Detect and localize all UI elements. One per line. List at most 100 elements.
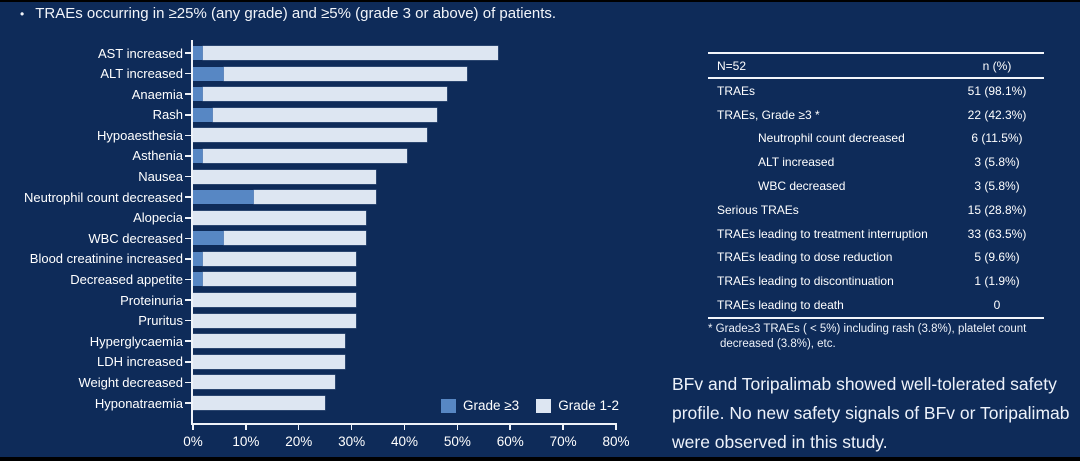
y-axis-tick: [185, 381, 192, 384]
slide-title-text: TRAEs occurring in ≥25% (any grade) and …: [35, 5, 557, 22]
category-label: Decreased appetite: [70, 271, 183, 287]
bar-grade3-segment: [193, 272, 203, 287]
bar-grade3-segment: [193, 190, 254, 205]
x-axis-tick-label: 0%: [183, 434, 203, 449]
category-label: Weight decreased: [78, 374, 183, 390]
bar-grade3-segment: [193, 148, 203, 163]
x-axis-tick: [509, 424, 511, 430]
legend-swatch-grade12: [536, 398, 552, 413]
bar-grade12-segment: [193, 375, 336, 390]
table-row-label: TRAEs leading to discontinuation: [717, 274, 894, 289]
category-label: Neutrophil count decreased: [24, 189, 183, 205]
x-axis-tick: [403, 424, 406, 430]
table-row: TRAEs leading to death 0: [708, 293, 1044, 317]
bar-grade12-segment: [203, 87, 448, 102]
legend-swatch-grade3: [441, 398, 456, 413]
conclusion-text: BFv and Toripalimab showed well-tolerate…: [672, 374, 1070, 452]
bar-grade12-segment: [203, 272, 356, 287]
table-footnote: * Grade≥3 TRAEs ( < 5%) including rash (…: [708, 323, 1027, 350]
y-axis-tick: [185, 113, 192, 116]
y-axis-tick: [185, 196, 192, 198]
category-label: AST increased: [97, 45, 183, 61]
category-label: LDH increased: [97, 354, 183, 370]
category-label: Hyperglycaemia: [89, 333, 183, 349]
x-axis-tick-label: 10%: [232, 434, 260, 449]
x-axis-tick-label: 40%: [390, 434, 419, 449]
table-row-value: 1 (1.9%): [974, 274, 1020, 289]
table-header-n: N=52: [717, 58, 747, 73]
y-axis-tick: [185, 93, 192, 95]
table-row-label: TRAEs leading to treatment interruption: [717, 226, 928, 241]
table-row-label: TRAEs: [717, 83, 756, 98]
bar-grade12-segment: [193, 293, 356, 308]
category-label: Proteinuria: [120, 292, 183, 308]
bar-grade12-segment: [203, 251, 356, 266]
table-row: TRAEs leading to dose reduction 5 (9.6%): [708, 246, 1044, 270]
bar-grade3-segment: [193, 46, 203, 60]
table-row-label: TRAEs leading to dose reduction: [717, 250, 893, 265]
y-axis-tick: [185, 278, 192, 281]
x-axis-tick-label: 60%: [496, 434, 524, 449]
x-axis-tick-label: 80%: [602, 434, 630, 449]
table-row-label: ALT increased: [758, 155, 835, 170]
bar-grade3-segment: [193, 251, 203, 266]
category-label: Pruritus: [138, 313, 183, 329]
table-body: TRAEs 51 (98.1%) TRAEs, Grade ≥3 * 22 (42.3…: [708, 79, 1044, 319]
y-axis-tick: [185, 216, 192, 219]
legend-label-grade12: Grade 1-2: [558, 398, 619, 413]
bar-grade12-segment: [203, 46, 498, 60]
table-row: Serious TRAEs 15 (28.8%): [708, 198, 1044, 222]
y-axis-tick: [185, 175, 192, 178]
table-row: WBC decreased 3 (5.8%): [708, 174, 1044, 198]
x-axis-tick: [562, 424, 564, 430]
trae-summary-table: N=52 n (%) TRAEs 51 (98.1%) TRAEs, Grade ≥…: [708, 52, 1044, 319]
table-row-value: 51 (98.1%): [967, 83, 1027, 98]
x-axis-tick: [456, 424, 459, 430]
bar-grade12-segment: [203, 148, 407, 163]
slide-title: • TRAEs occurring in ≥25% (any grade) an…: [20, 4, 556, 24]
bar-grade12-segment: [253, 190, 376, 205]
bar-grade12-segment: [223, 66, 468, 81]
table-row-value: 5 (9.6%): [974, 250, 1020, 265]
bar-grade12-segment: [223, 231, 366, 246]
y-axis-line: [191, 40, 193, 425]
table-row-value: 3 (5.8%): [974, 155, 1020, 170]
table-row-label: Neutrophil count decreased: [758, 131, 905, 146]
y-axis-tick: [185, 52, 192, 54]
bar-grade12-segment: [193, 313, 356, 328]
y-axis-tick: [185, 340, 192, 343]
y-axis-tick: [185, 402, 192, 404]
category-label: Rash: [152, 107, 183, 123]
x-axis-tick: [350, 424, 353, 430]
table-row-value: 22 (42.3%): [967, 107, 1027, 122]
y-axis-tick: [185, 299, 192, 301]
bar-grade12-segment: [193, 396, 326, 411]
x-axis-tick: [245, 424, 247, 430]
table-row: TRAEs leading to discontinuation 1 (1.9%): [708, 269, 1044, 293]
x-axis-tick: [615, 424, 617, 430]
bar-grade3-segment: [193, 107, 214, 122]
chart-legend: Grade ≥3 Grade 1-2: [441, 398, 619, 413]
category-label: ALT increased: [100, 66, 183, 82]
category-label: Nausea: [138, 169, 183, 185]
table-header-npct: n (%): [982, 58, 1012, 73]
legend-label-grade3: Grade ≥3: [463, 398, 520, 413]
bar-grade12-segment: [193, 354, 346, 369]
table-row: TRAEs, Grade ≥3 * 22 (42.3%): [708, 103, 1044, 127]
y-axis-tick: [185, 258, 192, 260]
table-row: TRAEs 51 (98.1%): [708, 79, 1044, 103]
x-axis-line: [191, 423, 618, 425]
table-row-label: TRAEs leading to death: [717, 298, 844, 313]
bar-grade12-segment: [193, 128, 427, 143]
table-row-value: 6 (11.5%): [971, 131, 1023, 146]
table-row-value: 15 (28.8%): [967, 202, 1027, 217]
bar-grade3-segment: [193, 231, 224, 246]
x-axis-tick-label: 30%: [338, 434, 366, 449]
category-label: Asthenia: [132, 148, 183, 164]
bottom-black-strip: [0, 457, 1080, 461]
x-axis-tick: [192, 424, 194, 430]
top-black-strip: [0, 0, 1080, 2]
y-axis-tick: [185, 319, 192, 322]
x-axis-tick-label: 20%: [285, 434, 313, 449]
